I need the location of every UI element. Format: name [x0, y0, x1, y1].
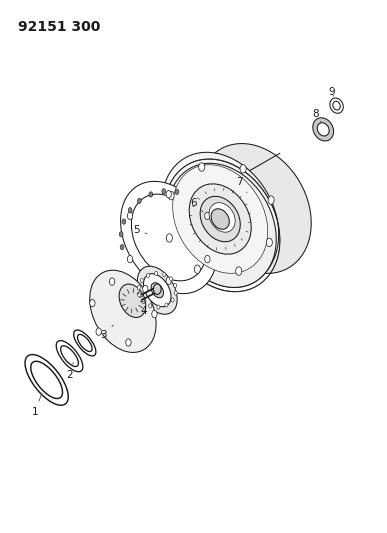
Ellipse shape [61, 346, 79, 367]
Ellipse shape [77, 334, 92, 352]
Text: 4: 4 [140, 301, 151, 316]
Ellipse shape [211, 209, 229, 229]
Circle shape [240, 165, 246, 173]
Circle shape [268, 196, 274, 204]
Circle shape [157, 305, 160, 309]
Circle shape [162, 189, 166, 194]
Text: 2: 2 [66, 362, 74, 379]
Circle shape [194, 265, 200, 273]
Circle shape [171, 298, 174, 302]
Ellipse shape [168, 163, 276, 287]
Ellipse shape [162, 152, 279, 286]
Circle shape [137, 285, 140, 289]
Circle shape [166, 234, 172, 242]
Text: 3: 3 [101, 325, 113, 340]
Ellipse shape [189, 184, 251, 254]
Ellipse shape [198, 143, 311, 273]
Circle shape [127, 212, 133, 220]
Circle shape [175, 189, 179, 195]
Circle shape [168, 191, 174, 200]
Ellipse shape [330, 98, 343, 114]
Circle shape [170, 277, 173, 281]
Circle shape [199, 163, 205, 171]
Ellipse shape [121, 181, 217, 294]
Ellipse shape [90, 270, 156, 352]
Circle shape [149, 192, 153, 197]
Ellipse shape [313, 118, 334, 141]
Text: 6: 6 [190, 198, 203, 212]
Circle shape [138, 293, 141, 297]
Ellipse shape [25, 354, 68, 405]
Ellipse shape [333, 101, 340, 110]
Circle shape [266, 238, 272, 247]
Ellipse shape [119, 284, 146, 318]
Ellipse shape [173, 165, 268, 273]
Circle shape [137, 198, 141, 204]
Circle shape [152, 310, 157, 318]
Text: 8: 8 [312, 109, 321, 123]
Circle shape [205, 255, 210, 263]
Ellipse shape [154, 284, 161, 294]
Circle shape [205, 212, 210, 220]
Ellipse shape [131, 194, 206, 281]
Circle shape [126, 339, 131, 346]
Circle shape [174, 291, 177, 295]
Circle shape [174, 284, 177, 288]
Circle shape [143, 285, 148, 293]
Circle shape [166, 277, 171, 285]
Circle shape [110, 278, 115, 285]
Circle shape [120, 245, 124, 250]
Circle shape [142, 300, 145, 304]
Ellipse shape [200, 196, 240, 242]
Text: 9: 9 [329, 87, 335, 98]
Circle shape [154, 271, 158, 276]
Ellipse shape [56, 341, 83, 372]
Ellipse shape [144, 274, 171, 307]
Text: 1: 1 [32, 393, 42, 417]
Text: 92151 300: 92151 300 [18, 20, 100, 34]
Circle shape [166, 191, 171, 198]
Circle shape [140, 278, 144, 282]
Text: 5: 5 [133, 224, 147, 235]
Circle shape [127, 255, 133, 263]
Circle shape [147, 273, 150, 278]
Ellipse shape [168, 163, 276, 287]
Circle shape [163, 272, 166, 277]
Ellipse shape [209, 203, 235, 232]
Ellipse shape [151, 282, 163, 298]
Ellipse shape [317, 123, 329, 136]
Circle shape [165, 303, 168, 307]
Circle shape [149, 304, 152, 308]
Circle shape [122, 219, 126, 224]
Ellipse shape [137, 266, 177, 314]
Circle shape [96, 328, 101, 335]
Circle shape [119, 232, 123, 237]
Text: 7: 7 [236, 177, 247, 192]
Ellipse shape [74, 330, 96, 356]
Ellipse shape [31, 361, 63, 399]
Circle shape [90, 300, 95, 307]
Circle shape [128, 207, 132, 213]
Circle shape [236, 267, 242, 275]
